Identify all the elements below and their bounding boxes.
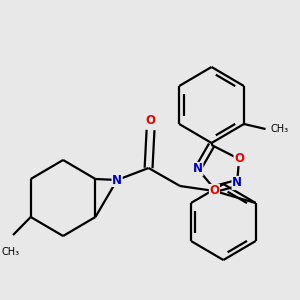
- Text: O: O: [146, 113, 155, 127]
- Text: N: N: [232, 176, 242, 190]
- Text: CH₃: CH₃: [1, 247, 19, 257]
- Text: CH₃: CH₃: [270, 124, 288, 134]
- Text: N: N: [112, 173, 122, 187]
- Text: O: O: [209, 184, 219, 197]
- Text: N: N: [193, 163, 203, 176]
- Text: O: O: [234, 152, 244, 166]
